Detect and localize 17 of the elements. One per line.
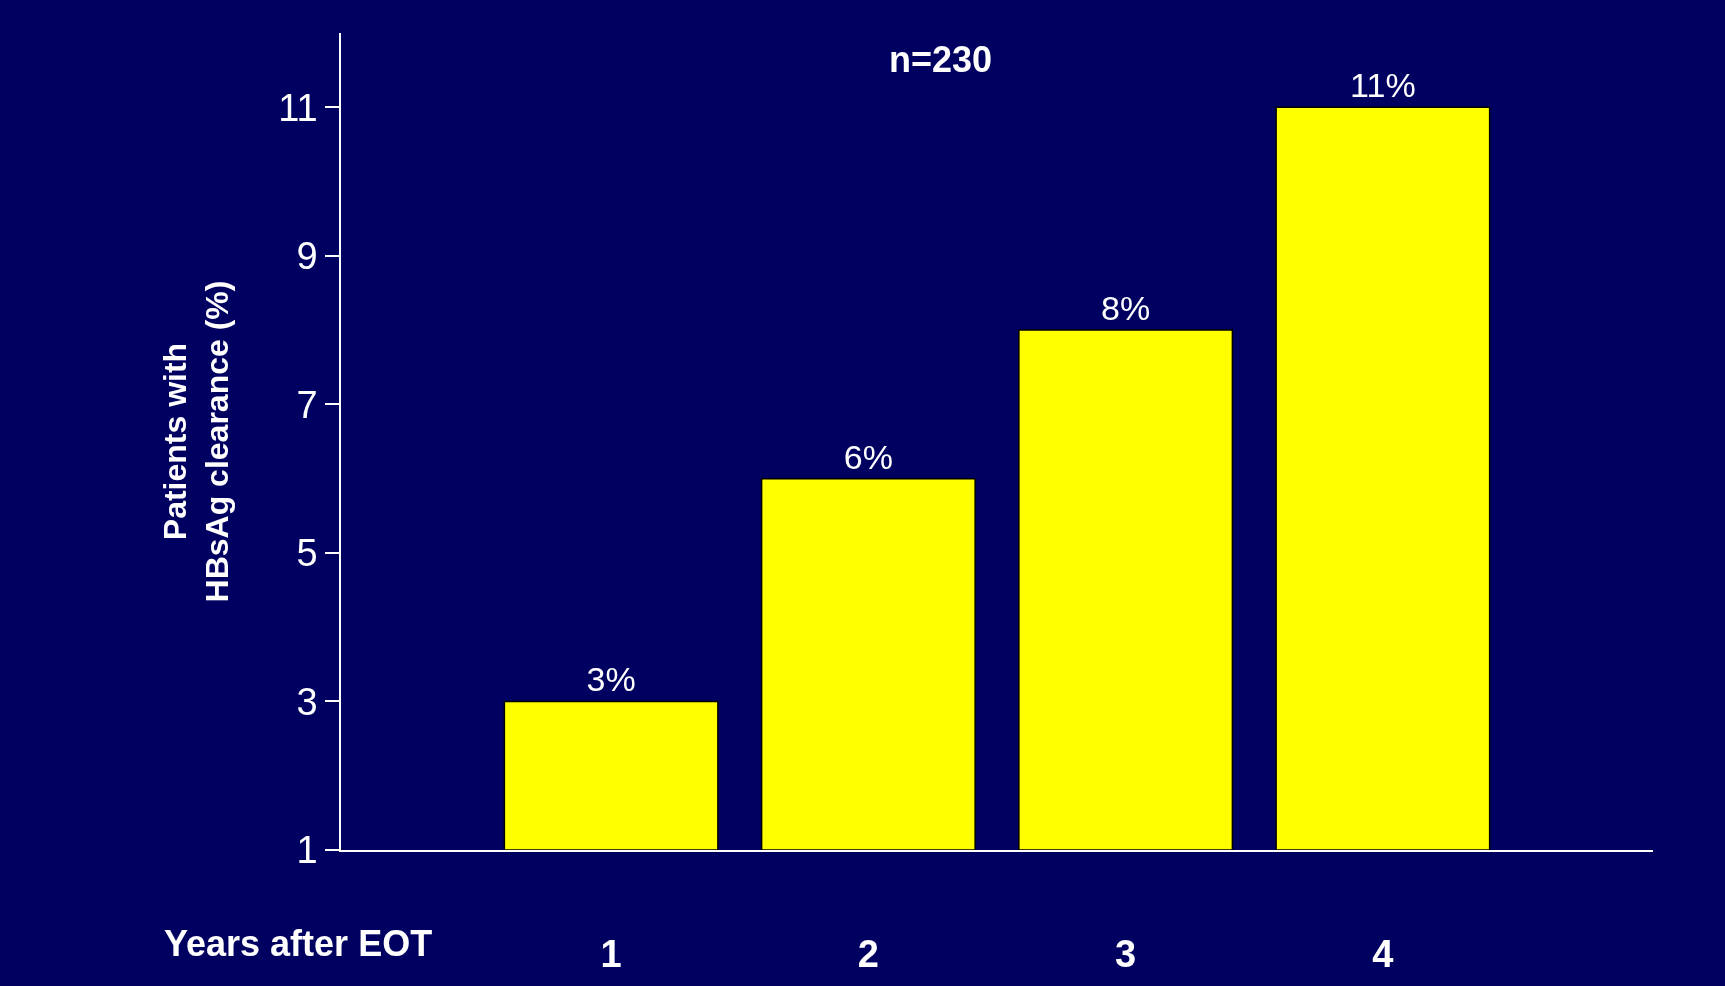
x-tick-label: 1 (600, 933, 622, 976)
y-axis-title: Patients with HBsAg clearance (%) (157, 280, 235, 603)
data-label: 3% (586, 660, 636, 699)
x-axis-title: Years after EOT (164, 923, 433, 964)
y-tick-label: 3 (296, 680, 318, 723)
annotation: n=230 (889, 39, 993, 80)
y-tick-label: 11 (278, 86, 318, 129)
y-tick-label: 7 (296, 383, 318, 426)
y-tick-label: 5 (296, 532, 318, 575)
data-label: 11% (1350, 66, 1416, 105)
y-tick-label: 9 (296, 235, 318, 278)
y-tick-label: 1 (296, 829, 318, 872)
data-label: 6% (843, 437, 893, 476)
x-tick-label: 3 (1115, 933, 1137, 976)
x-tick-label: 4 (1372, 933, 1394, 976)
x-tick-label: 2 (857, 933, 879, 976)
data-label: 8% (1101, 289, 1151, 328)
